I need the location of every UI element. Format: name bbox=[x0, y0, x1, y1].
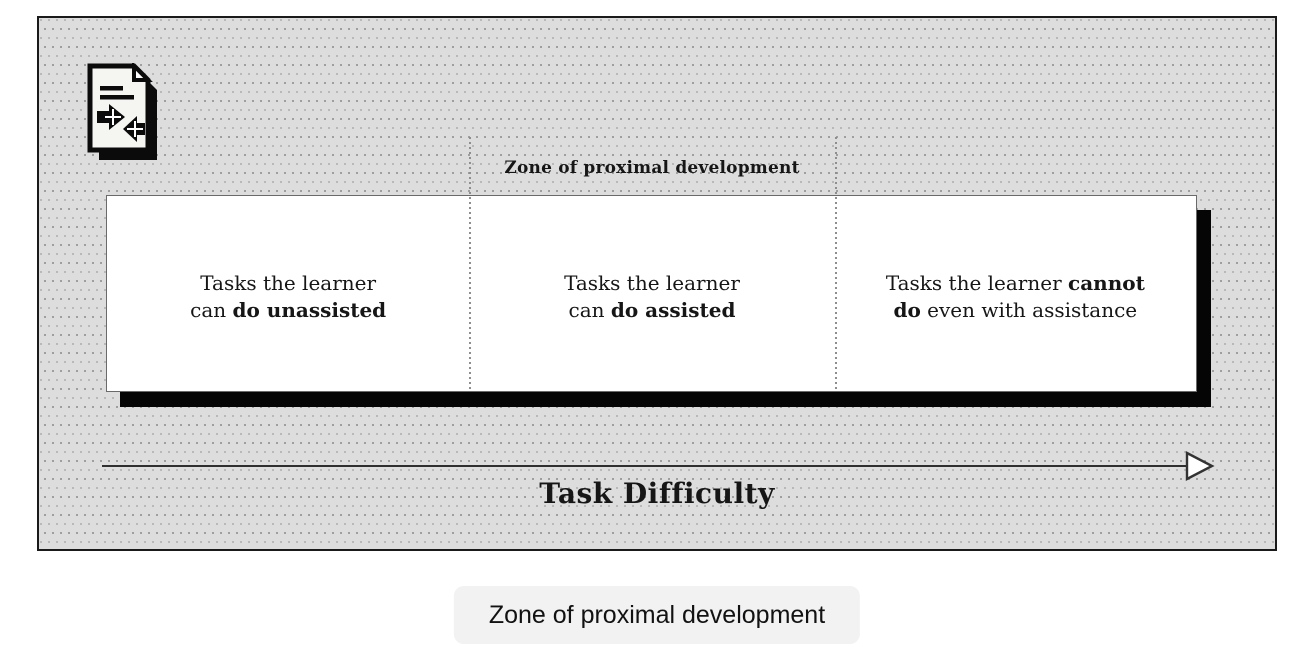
section-cannot-do-text: Tasks the learner cannot do even with as… bbox=[885, 270, 1145, 322]
zpd-left-boundary-line bbox=[469, 137, 471, 391]
zpd-diagram-panel: Zone of proximal development Tasks the l… bbox=[37, 16, 1277, 551]
zpd-label: Zone of proximal development bbox=[504, 158, 800, 178]
task-spectrum-box: Tasks the learner can do unassisted Task… bbox=[106, 195, 1197, 392]
axis-arrowhead-icon bbox=[1185, 451, 1215, 481]
task-difficulty-axis-line bbox=[102, 465, 1186, 467]
section-do-assisted: Tasks the learner can do assisted bbox=[469, 196, 834, 391]
document-compare-icon bbox=[87, 63, 157, 160]
document-icon-fold bbox=[132, 63, 153, 82]
section-cannot-do: Tasks the learner cannot do even with as… bbox=[835, 196, 1196, 391]
caption-text: Zone of proximal development bbox=[488, 601, 826, 629]
section-do-unassisted-text: Tasks the learner can do unassisted bbox=[190, 270, 387, 322]
section-do-unassisted: Tasks the learner can do unassisted bbox=[107, 196, 469, 391]
caption-chip: Zone of proximal development bbox=[453, 586, 861, 644]
section-do-assisted-text: Tasks the learner can do assisted bbox=[564, 270, 740, 322]
task-difficulty-label: Task Difficulty bbox=[539, 477, 775, 510]
zpd-right-boundary-line bbox=[835, 137, 837, 391]
